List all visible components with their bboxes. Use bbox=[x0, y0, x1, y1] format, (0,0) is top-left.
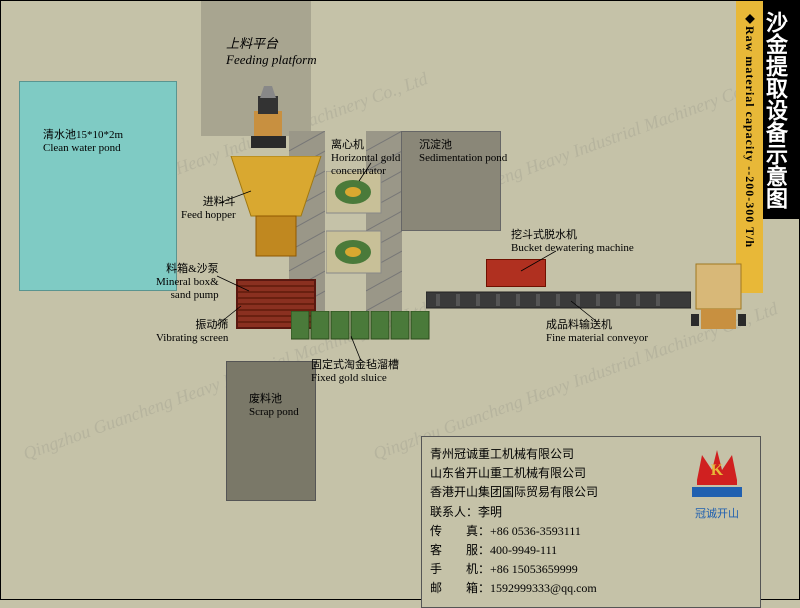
label-clean-water: 清水池15*10*2m Clean water pond bbox=[43, 129, 123, 155]
label-feeding-platform: 上料平台 Feeding platform bbox=[226, 36, 317, 67]
truck-icon bbox=[691, 259, 746, 339]
fax-number: +86 0536-3593111 bbox=[490, 524, 581, 538]
clean-water-pond bbox=[19, 81, 177, 291]
centrifuge-units bbox=[326, 171, 386, 286]
company-1: 青州冠诚重工机械有限公司 bbox=[430, 445, 682, 464]
svg-text:K: K bbox=[711, 462, 724, 479]
crown-logo-icon: K bbox=[687, 445, 747, 500]
label-fine-conveyor: 成品料输送机 Fine material conveyor bbox=[546, 319, 648, 345]
email: 1592999333@qq.com bbox=[490, 581, 597, 595]
logo-text: 冠诚开山 bbox=[682, 506, 752, 524]
bucket-dewatering bbox=[486, 259, 546, 287]
mobile-number: +86 15053659999 bbox=[490, 562, 578, 576]
scrap-pond bbox=[226, 361, 316, 501]
diamond-icon: ◆ bbox=[743, 11, 757, 26]
contact-name: 李明 bbox=[478, 505, 502, 519]
company-2: 山东省开山重工机械有限公司 bbox=[430, 464, 682, 483]
label-horizontal-gold: 离心机 Horizontal gold concentrator bbox=[331, 139, 400, 179]
company-3: 香港开山集团国际贸易有限公司 bbox=[430, 483, 682, 502]
feed-hopper bbox=[226, 156, 326, 266]
label-scrap-pond: 废料池 Scrap pond bbox=[249, 393, 299, 419]
title-sub: ◆Raw material capacity --200-300 T/h bbox=[736, 1, 763, 293]
conveyor bbox=[426, 286, 691, 316]
label-feed-hopper: 进料斗 Feed hopper bbox=[181, 196, 236, 222]
logo: K 冠诚开山 bbox=[682, 445, 752, 599]
service-number: 400-9949-111 bbox=[490, 543, 557, 557]
label-vibrating-screen: 振动筛 Vibrating screen bbox=[156, 319, 228, 345]
loader-icon bbox=[246, 86, 291, 156]
fixed-gold-sluice bbox=[291, 311, 431, 343]
label-bucket-dewatering: 挖斗式脱水机 Bucket dewatering machine bbox=[511, 229, 634, 255]
company-info-box: 青州冠诚重工机械有限公司 山东省开山重工机械有限公司 香港开山集团国际贸易有限公… bbox=[421, 436, 761, 608]
label-sedimentation: 沉淀池 Sedimentation pond bbox=[419, 139, 507, 165]
label-fixed-sluice: 固定式淘金毡溜槽 Fixed gold sluice bbox=[311, 359, 399, 385]
label-mineral-box: 料箱&沙泵 Mineral box& sand pump bbox=[156, 263, 219, 303]
